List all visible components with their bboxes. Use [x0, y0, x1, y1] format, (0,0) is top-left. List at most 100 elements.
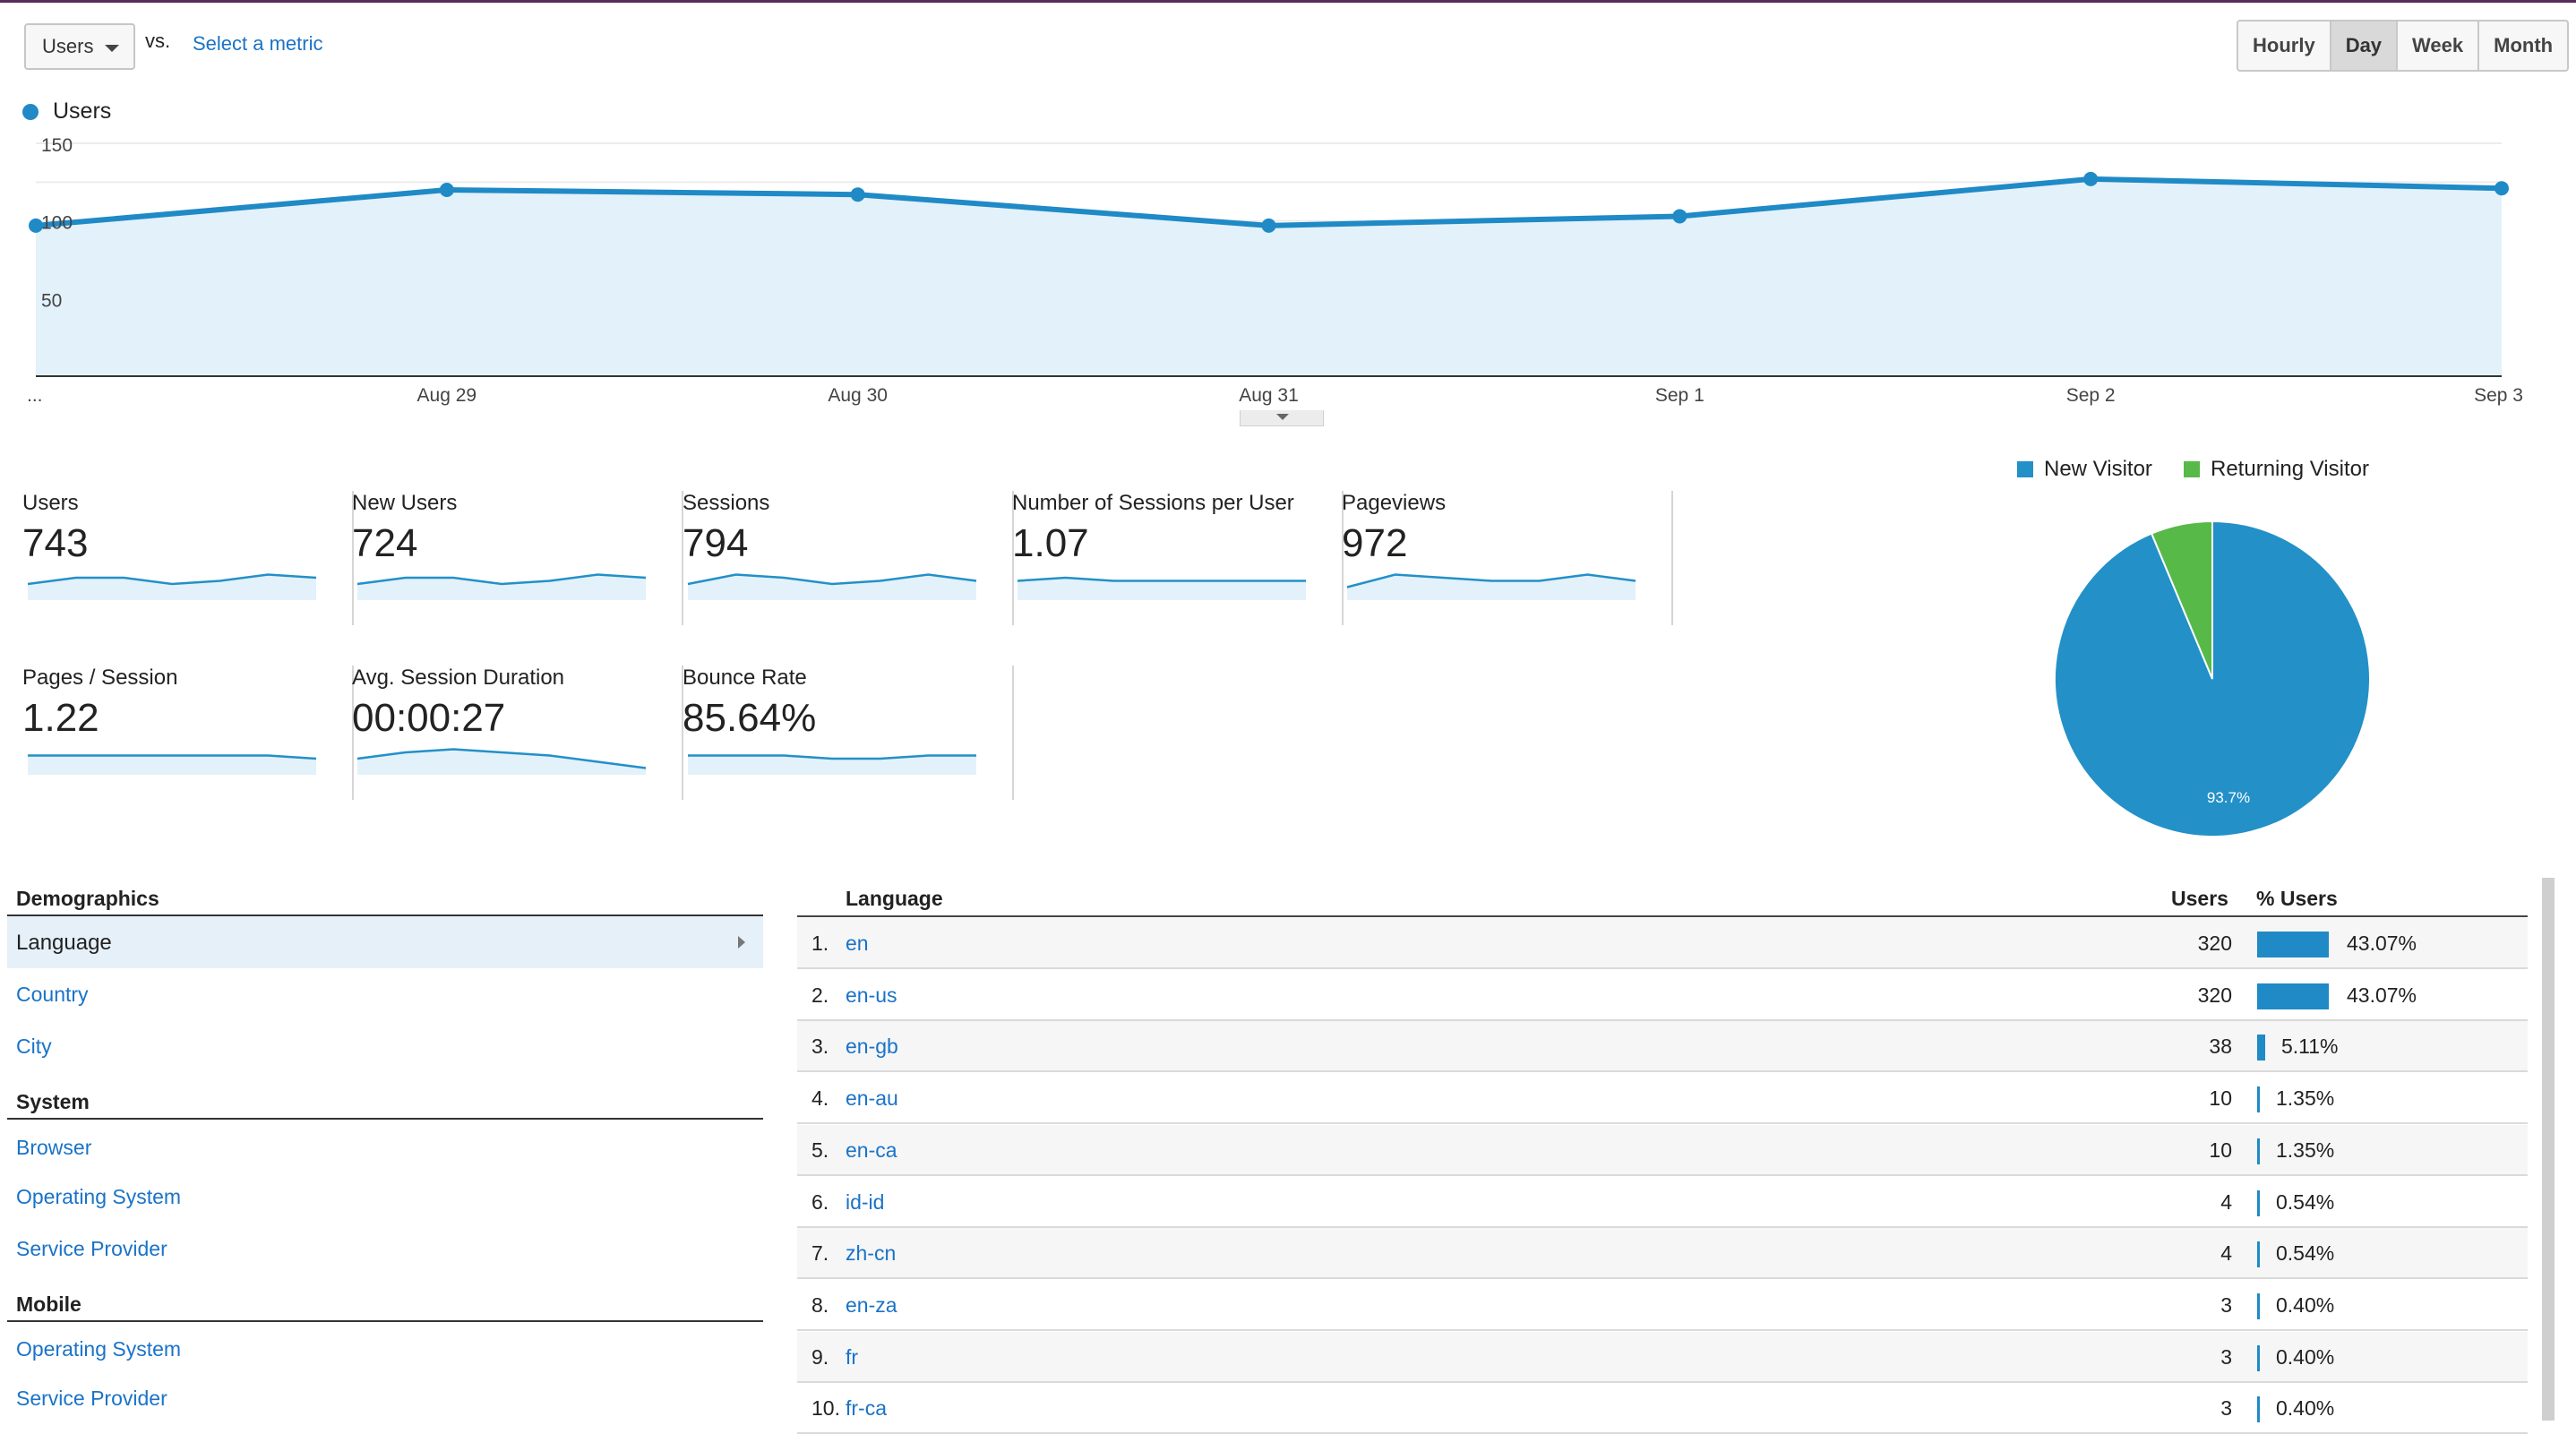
metric-tile[interactable]: Number of Sessions per User 1.07: [1012, 491, 1344, 625]
nav-section-title: Mobile: [16, 1292, 82, 1316]
nav-item-browser[interactable]: Browser: [16, 1136, 92, 1159]
pct-users: 5.11%: [2281, 1035, 2339, 1059]
language-link[interactable]: zh-cn: [846, 1241, 897, 1266]
sparkline-area: [1018, 578, 1306, 600]
pct-bar: [2257, 1396, 2260, 1423]
select-metric-link[interactable]: Select a metric: [193, 32, 323, 55]
metric-tile[interactable]: Users 743: [22, 491, 354, 625]
table-row: 6. id-id 4 0.54%: [797, 1177, 2528, 1228]
language-link[interactable]: en-us: [846, 983, 897, 1007]
row-index: 1.: [811, 932, 829, 955]
data-point[interactable]: [439, 183, 454, 197]
x-tick-label: Aug 31: [1239, 385, 1299, 406]
nav-item-country[interactable]: Country: [16, 983, 89, 1006]
language-link[interactable]: en-gb: [846, 1035, 898, 1059]
data-point[interactable]: [850, 187, 865, 202]
chart-collapse-handle[interactable]: [1240, 410, 1324, 426]
metric-label: Number of Sessions per User: [1012, 491, 1294, 515]
users-count: 4: [2220, 1241, 2232, 1266]
language-link[interactable]: en-ca: [846, 1138, 897, 1162]
metric-tile[interactable]: Pages / Session 1.22: [22, 665, 354, 800]
language-link[interactable]: en-za: [846, 1292, 897, 1317]
metric-tile[interactable]: Pageviews 972: [1342, 491, 1673, 625]
language-link[interactable]: en-au: [846, 1086, 898, 1111]
users-count: 320: [2197, 932, 2232, 955]
metric-sparkline: [356, 573, 647, 600]
nav-section-divider: [7, 914, 763, 916]
x-tick-label: Sep 2: [2066, 385, 2116, 406]
metric-value: 743: [22, 521, 89, 565]
range-month-button[interactable]: Month: [2494, 34, 2554, 56]
metric-label: Sessions: [683, 491, 770, 515]
metric-tile[interactable]: Bounce Rate 85.64%: [683, 665, 1014, 800]
users-count: 320: [2197, 983, 2232, 1007]
pct-bar: [2257, 932, 2329, 957]
row-index: 10.: [811, 1396, 840, 1421]
row-index: 6.: [811, 1189, 829, 1214]
scrollbar[interactable]: [2542, 878, 2555, 1421]
nav-item-city[interactable]: City: [16, 1035, 52, 1058]
nav-item-language[interactable]: Language: [7, 916, 763, 968]
pie-slice-returning-visitor[interactable]: [2150, 520, 2213, 680]
pct-users: 1.35%: [2276, 1138, 2335, 1162]
range-week-button[interactable]: Week: [2398, 21, 2480, 70]
x-tick-label: ...: [27, 385, 43, 406]
data-point[interactable]: [2494, 181, 2509, 196]
new-visitor-label: New Visitor: [2044, 457, 2152, 481]
nav-item-service-provider[interactable]: Service Provider: [16, 1237, 167, 1260]
sparkline-line: [28, 754, 317, 760]
series-area: [36, 178, 2502, 376]
metric-select[interactable]: Users: [24, 23, 135, 70]
pct-bar: [2257, 1035, 2265, 1061]
vs-label: vs.: [145, 30, 171, 52]
x-tick-label: Aug 29: [417, 385, 477, 406]
metric-tile[interactable]: Avg. Session Duration 00:00:27: [352, 665, 683, 800]
legend-dot-icon: [22, 103, 39, 120]
data-point[interactable]: [1261, 218, 1276, 233]
table-row: 9. fr 3 0.40%: [797, 1331, 2528, 1383]
returning-visitor-label: Returning Visitor: [2211, 457, 2369, 481]
nav-section-title: System: [16, 1090, 90, 1113]
nav-item-service-provider[interactable]: Service Provider: [16, 1387, 167, 1410]
language-link[interactable]: id-id: [846, 1189, 885, 1214]
sparkline-line: [27, 573, 317, 586]
pct-bar: [2257, 1292, 2260, 1319]
pie-legend-returning: Returning Visitor: [2184, 457, 2369, 482]
metric-tile[interactable]: New Users 724: [352, 491, 683, 625]
returning-visitor-swatch: [2184, 461, 2200, 477]
chevron-right-icon: [738, 936, 745, 949]
sparkline-line: [356, 573, 647, 586]
data-point[interactable]: [2083, 171, 2099, 186]
metric-value: 1.22: [22, 696, 99, 740]
range-day-button[interactable]: Day: [2331, 21, 2399, 70]
row-index: 2.: [811, 983, 829, 1007]
language-link[interactable]: en: [846, 932, 869, 955]
metric-tile[interactable]: Sessions 794: [683, 491, 1014, 625]
metric-label: Pages / Session: [22, 665, 178, 690]
metric-select-value: Users: [42, 35, 94, 57]
metric-value: 1.07: [1012, 521, 1089, 565]
nav-section-divider: [7, 1118, 763, 1120]
table-row: 7. zh-cn 4 0.54%: [797, 1228, 2528, 1280]
pct-users: 0.40%: [2276, 1344, 2335, 1369]
y-tick-label: 100: [41, 213, 73, 234]
sparkline-line: [1346, 573, 1636, 588]
language-link[interactable]: fr: [846, 1344, 859, 1369]
table-row: 1. en 320 43.07%: [797, 918, 2528, 969]
metric-label: Users: [22, 491, 79, 515]
data-point[interactable]: [1672, 209, 1687, 224]
nav-item-operating-system[interactable]: Operating System: [16, 1337, 182, 1361]
row-index: 3.: [811, 1035, 829, 1059]
metric-value: 00:00:27: [352, 696, 506, 740]
range-hourly-button[interactable]: Hourly: [2238, 21, 2331, 70]
metric-sparkline: [27, 573, 317, 600]
nav-item-operating-system[interactable]: Operating System: [16, 1185, 182, 1208]
table-row: 8. en-za 3 0.40%: [797, 1280, 2528, 1331]
language-link[interactable]: fr-ca: [846, 1396, 887, 1421]
col-header-language: Language: [846, 887, 943, 910]
data-point[interactable]: [29, 218, 43, 233]
table-row: 10. fr-ca 3 0.40%: [797, 1383, 2528, 1434]
pct-users: 0.40%: [2276, 1396, 2335, 1421]
users-count: 10: [2209, 1086, 2232, 1111]
sparkline-area: [357, 574, 646, 600]
